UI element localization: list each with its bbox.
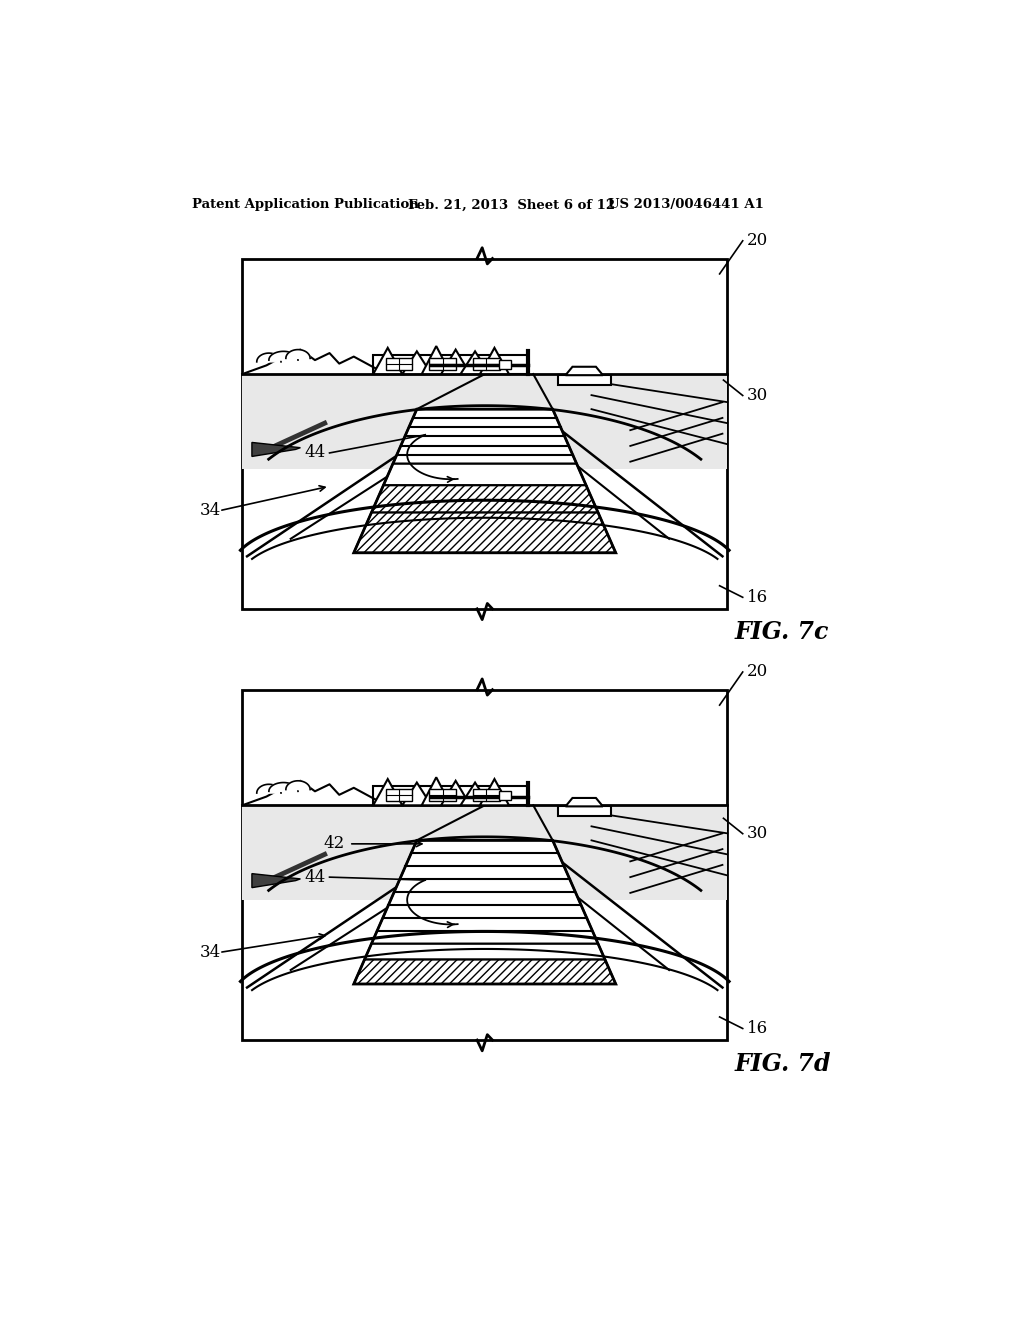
Polygon shape <box>373 779 402 805</box>
Bar <box>373 355 528 374</box>
Polygon shape <box>353 512 615 553</box>
Polygon shape <box>286 781 310 789</box>
Text: FIG. 7c: FIG. 7c <box>735 620 829 644</box>
Polygon shape <box>353 960 615 983</box>
Polygon shape <box>480 779 509 805</box>
Text: 44: 44 <box>304 445 326 462</box>
Bar <box>429 358 456 370</box>
Bar <box>557 375 611 384</box>
Polygon shape <box>269 351 298 360</box>
Polygon shape <box>441 350 470 374</box>
Polygon shape <box>565 367 603 375</box>
Polygon shape <box>269 783 298 791</box>
Text: Patent Application Publication: Patent Application Publication <box>193 198 419 211</box>
Polygon shape <box>257 784 281 793</box>
Polygon shape <box>480 348 509 374</box>
Text: Feb. 21, 2013  Sheet 6 of 12: Feb. 21, 2013 Sheet 6 of 12 <box>408 198 614 211</box>
Text: FIG. 7d: FIG. 7d <box>735 1052 831 1076</box>
Polygon shape <box>243 374 727 469</box>
Polygon shape <box>257 354 281 362</box>
Polygon shape <box>441 781 470 805</box>
Text: 30: 30 <box>746 387 768 404</box>
Polygon shape <box>372 841 598 944</box>
Bar <box>500 360 511 368</box>
Polygon shape <box>402 351 431 374</box>
Polygon shape <box>252 442 300 457</box>
Polygon shape <box>461 783 489 805</box>
Bar <box>500 791 511 800</box>
Text: 16: 16 <box>746 589 768 606</box>
Polygon shape <box>252 874 300 887</box>
Polygon shape <box>565 799 603 807</box>
Polygon shape <box>243 781 388 805</box>
Polygon shape <box>286 350 310 358</box>
Bar <box>386 358 413 370</box>
Polygon shape <box>373 348 402 374</box>
Bar <box>429 789 456 801</box>
Polygon shape <box>243 350 388 374</box>
Text: 44: 44 <box>304 869 326 886</box>
Text: US 2013/0046441 A1: US 2013/0046441 A1 <box>608 198 764 211</box>
Polygon shape <box>243 805 727 900</box>
Bar <box>557 807 611 816</box>
Polygon shape <box>372 486 598 512</box>
Bar <box>373 785 528 805</box>
Text: 42: 42 <box>324 836 345 853</box>
Polygon shape <box>383 463 586 486</box>
Polygon shape <box>422 777 451 805</box>
Polygon shape <box>402 783 431 805</box>
FancyBboxPatch shape <box>243 689 727 1040</box>
Text: 20: 20 <box>746 232 768 249</box>
Polygon shape <box>393 409 577 463</box>
Text: 34: 34 <box>200 502 221 519</box>
Bar <box>386 789 413 801</box>
Polygon shape <box>422 346 451 374</box>
Bar <box>473 358 500 370</box>
Text: 34: 34 <box>200 944 221 961</box>
Text: 20: 20 <box>746 664 768 681</box>
Polygon shape <box>461 351 489 374</box>
Text: 30: 30 <box>746 825 768 842</box>
Polygon shape <box>365 944 605 960</box>
FancyBboxPatch shape <box>243 259 727 609</box>
Bar <box>473 789 500 801</box>
Text: 16: 16 <box>746 1020 768 1038</box>
